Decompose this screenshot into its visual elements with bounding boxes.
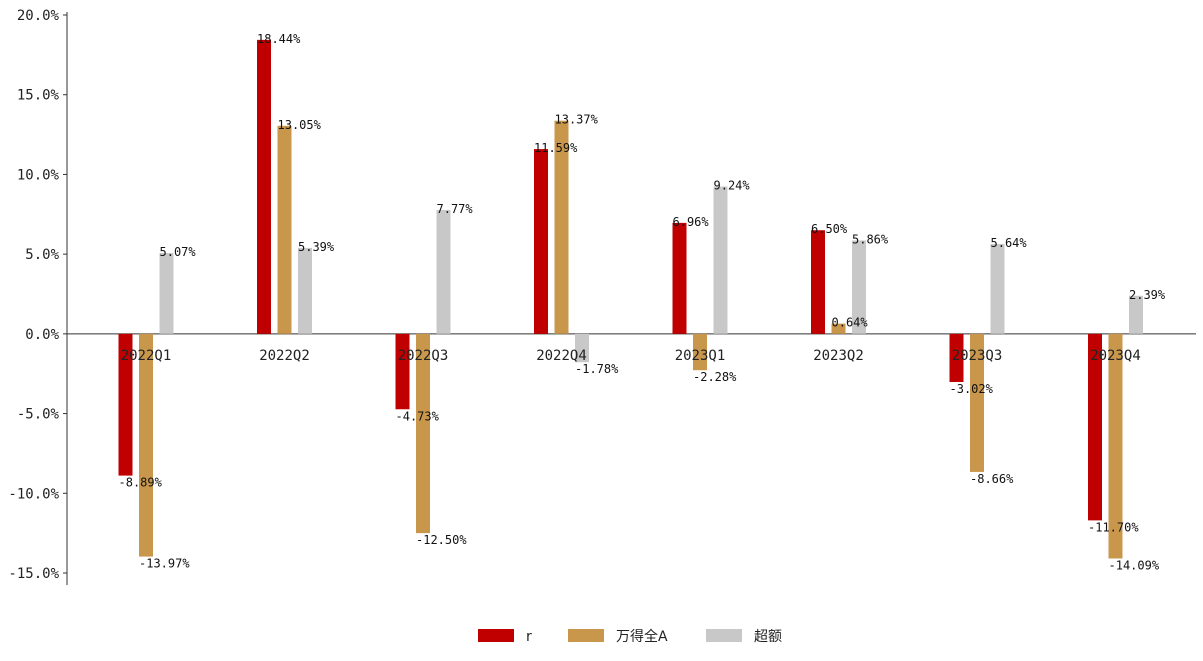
data-label: -1.78% — [575, 362, 619, 376]
data-label: -2.28% — [693, 370, 737, 384]
data-label: -11.70% — [1088, 520, 1139, 534]
data-label: 0.64% — [832, 316, 869, 330]
x-tick-label: 2022Q1 — [121, 348, 172, 364]
legend-swatch — [478, 629, 514, 642]
legend-label: 超额 — [754, 629, 782, 645]
data-label: -8.66% — [970, 472, 1014, 486]
x-tick-label: 2023Q4 — [1090, 348, 1141, 364]
bar-wind-a — [277, 125, 292, 334]
data-labels: -8.89% -13.97% 5.07% 18.44% 13.05% 5.39% -4.73… — [119, 32, 1166, 573]
data-label: -13.97% — [139, 557, 190, 571]
x-tick-label: 2022Q3 — [398, 348, 449, 364]
x-tick-label: 2023Q2 — [813, 348, 864, 364]
data-label: 7.77% — [437, 202, 474, 216]
y-tick-label: 0.0% — [25, 327, 59, 343]
bar-excess — [159, 253, 174, 334]
bar-r — [257, 39, 271, 334]
bar-r — [1088, 333, 1102, 521]
data-label: 13.05% — [278, 118, 322, 132]
data-label: 11.59% — [534, 141, 578, 155]
bar-wind-a — [554, 120, 569, 334]
axes: -15.0% -10.0% -5.0% 0.0% 5.0% 10.0% 15.0% 20.0% — [8, 8, 1196, 585]
bar-r — [118, 333, 133, 476]
legend: r 万得全A 超额 — [478, 628, 782, 645]
bar-r — [811, 230, 825, 334]
bar-r — [534, 149, 548, 334]
y-tick-label: 5.0% — [25, 247, 59, 263]
bar-wind-a — [693, 333, 707, 371]
data-label: 13.37% — [555, 113, 599, 127]
bar-r — [395, 333, 410, 410]
x-tick-label: 2023Q1 — [675, 348, 726, 364]
data-label: 18.44% — [257, 32, 301, 46]
bar-r — [949, 333, 964, 383]
bar-excess — [1129, 295, 1143, 334]
data-label: 6.50% — [811, 222, 848, 236]
data-label: 6.96% — [673, 215, 710, 229]
y-tick-label: -15.0% — [8, 566, 59, 582]
x-tick-label: 2023Q3 — [952, 348, 1003, 364]
data-label: 5.64% — [991, 236, 1028, 250]
data-label: -4.73% — [396, 409, 440, 423]
legend-swatch — [568, 629, 604, 642]
y-tick-label: -10.0% — [8, 486, 59, 502]
bar-wind-a — [1108, 333, 1123, 559]
data-label: 9.24% — [714, 179, 751, 193]
legend-swatch — [706, 629, 742, 642]
bar-wind-a — [139, 333, 153, 557]
data-label: -3.02% — [950, 382, 994, 396]
data-label: -8.89% — [119, 476, 163, 490]
x-tick-label: 2022Q2 — [259, 348, 310, 364]
bar-wind-a — [416, 333, 430, 534]
data-label: 5.86% — [852, 232, 889, 246]
data-label: 5.39% — [298, 240, 335, 254]
legend-label: 万得全A — [616, 628, 668, 645]
y-tick-label: 10.0% — [17, 167, 60, 183]
bar-r — [672, 222, 687, 334]
bar-excess — [990, 243, 1005, 334]
bar-wind-a — [831, 323, 846, 334]
y-tick-label: -5.0% — [17, 407, 60, 423]
bar-excess — [575, 333, 589, 363]
y-tick-label: 20.0% — [17, 8, 60, 24]
bar-excess — [298, 247, 312, 334]
x-tick-labels: 2022Q1 2022Q2 2022Q3 2022Q4 2023Q1 2023Q2 2023… — [121, 348, 1141, 364]
data-label: 5.07% — [160, 245, 197, 259]
data-label: -14.09% — [1109, 558, 1160, 572]
x-tick-label: 2022Q4 — [536, 348, 587, 364]
y-tick-label: 15.0% — [17, 88, 60, 104]
bar-excess — [852, 240, 866, 334]
bar-excess — [713, 186, 728, 334]
bar-wind-a — [970, 333, 984, 472]
legend-label: r — [526, 629, 532, 645]
bars — [118, 39, 1143, 559]
bar-excess — [436, 209, 451, 334]
data-label: 2.39% — [1129, 288, 1166, 302]
data-label: -12.50% — [416, 533, 467, 547]
